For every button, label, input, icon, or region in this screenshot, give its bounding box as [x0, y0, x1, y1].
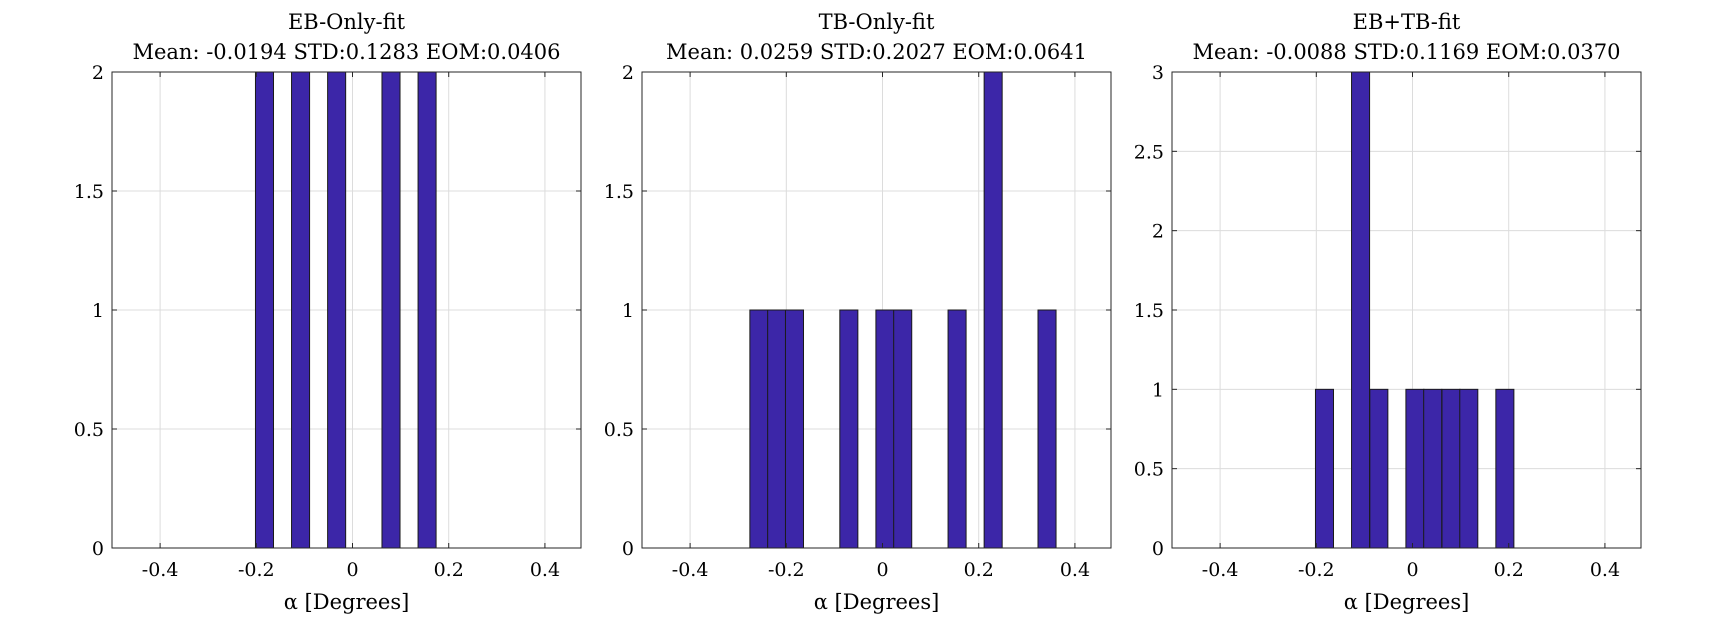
- x-tick-label: 0.2: [434, 559, 464, 581]
- histogram-bar: [839, 309, 859, 549]
- histogram-bar: [1423, 388, 1443, 549]
- histogram-bar: [1314, 388, 1335, 549]
- y-tick-label: 1: [92, 300, 104, 322]
- y-tick-label: 3: [1152, 62, 1164, 84]
- histogram-bar: [983, 71, 1003, 549]
- y-tick-label: 1: [1152, 379, 1164, 401]
- histogram-bar: [254, 71, 275, 549]
- histogram-bar: [893, 309, 913, 549]
- x-tick-label: 0: [346, 559, 358, 581]
- histogram-bar: [1351, 71, 1371, 549]
- y-tick-label: 1: [622, 300, 634, 322]
- histogram-bar: [1441, 388, 1461, 549]
- x-tick-label: -0.2: [1298, 559, 1335, 581]
- x-tick-label: 0: [1406, 559, 1418, 581]
- chart-title: EB+TB-fit: [1353, 10, 1461, 34]
- y-tick-label: 0.5: [604, 419, 634, 441]
- chart-title: EB-Only-fit: [288, 10, 406, 34]
- y-tick-label: 1.5: [1134, 300, 1164, 322]
- x-tick-label: 0.2: [964, 559, 994, 581]
- x-tick-label: -0.2: [238, 559, 275, 581]
- x-tick-label: 0.2: [1494, 559, 1524, 581]
- histogram-bar: [1495, 388, 1515, 549]
- x-tick-label: -0.2: [768, 559, 805, 581]
- histogram-bar: [875, 309, 895, 549]
- y-tick-label: 0.5: [74, 419, 104, 441]
- histogram-bar: [417, 71, 437, 549]
- y-tick-label: 2: [92, 62, 104, 84]
- x-tick-label: -0.4: [1202, 559, 1239, 581]
- x-tick-label: -0.4: [672, 559, 709, 581]
- x-tick-label: 0.4: [1060, 559, 1090, 581]
- y-tick-label: 0: [622, 538, 634, 560]
- histogram-bar: [749, 309, 769, 549]
- subplot-tb-only: -0.4 -0.2 0 0.2 0.4 0 0.5 1 1.5 2 TB-Only-fit Mean:…: [604, 10, 1112, 614]
- x-axis-label: α [Degrees]: [284, 590, 410, 614]
- histogram-bar: [947, 309, 967, 549]
- histogram-bar: [291, 71, 311, 549]
- subplot-eb-tb: -0.4 -0.2 0 0.2 0.4 0 0.5 1 1.5 2 2.5 3 EB+TB-fit Mea…: [1134, 10, 1642, 614]
- histogram-bar: [767, 309, 787, 549]
- y-tick-label: 0.5: [1134, 459, 1164, 481]
- histogram-bar: [1459, 388, 1479, 549]
- chart-subtitle: Mean: -0.0088 STD:0.1169 EOM:0.0370: [1192, 40, 1620, 64]
- histogram-bar: [381, 71, 401, 549]
- chart-subtitle: Mean: 0.0259 STD:0.2027 EOM:0.0641: [666, 40, 1087, 64]
- x-tick-label: 0.4: [1590, 559, 1620, 581]
- y-tick-label: 1.5: [74, 181, 104, 203]
- histogram-bar: [1405, 388, 1425, 549]
- x-tick-label: -0.4: [142, 559, 179, 581]
- y-tick-label: 2.5: [1134, 141, 1164, 163]
- histogram-bar: [1037, 309, 1057, 549]
- x-tick-label: 0: [876, 559, 888, 581]
- x-axis-label: α [Degrees]: [1344, 590, 1470, 614]
- histogram-bar: [1369, 388, 1389, 549]
- histogram-bar: [327, 71, 347, 549]
- y-tick-label: 1.5: [604, 181, 634, 203]
- chart-subtitle: Mean: -0.0194 STD:0.1283 EOM:0.0406: [132, 40, 560, 64]
- y-tick-label: 2: [622, 62, 634, 84]
- histogram-bar: [784, 309, 805, 549]
- x-tick-label: 0.4: [530, 559, 560, 581]
- x-axis-label: α [Degrees]: [814, 590, 940, 614]
- chart-title: TB-Only-fit: [819, 10, 935, 34]
- y-tick-label: 2: [1152, 221, 1164, 243]
- subplot-eb-only: -0.4 -0.2 0 0.2 0.4 0 0.5 1 1.5 2 EB-Only-fit Mean:…: [74, 10, 582, 614]
- y-tick-label: 0: [1152, 538, 1164, 560]
- y-tick-label: 0: [92, 538, 104, 560]
